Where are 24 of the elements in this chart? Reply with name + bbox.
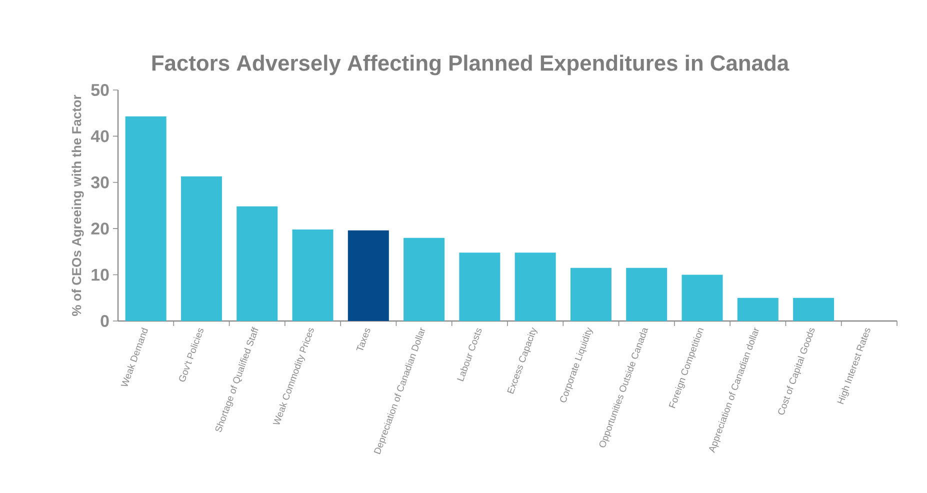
bar xyxy=(793,298,834,321)
bar xyxy=(626,268,668,321)
x-tick-label: Taxes xyxy=(356,328,370,350)
bar xyxy=(459,252,500,321)
y-tick-label: 40 xyxy=(90,130,109,142)
x-tick-label: Labour Costs xyxy=(457,328,482,382)
y-tick-label: 20 xyxy=(91,222,109,235)
bar xyxy=(180,176,222,321)
y-axis-title: % of CEOs Agreeing with the Factor xyxy=(72,94,84,316)
bar xyxy=(236,206,278,321)
bar xyxy=(514,252,556,321)
bar xyxy=(682,274,723,321)
bar xyxy=(404,238,445,321)
y-tick-label: 50 xyxy=(91,84,109,96)
y-tick-label: 30 xyxy=(91,176,109,188)
y-tick-label: 0 xyxy=(100,314,109,327)
bar xyxy=(737,298,778,321)
y-tick-label: 10 xyxy=(92,268,109,281)
bar xyxy=(348,230,389,321)
x-tick-label: Cost of Capital Goods xyxy=(778,328,815,415)
bar xyxy=(125,116,166,321)
bar xyxy=(292,230,334,321)
chart-title: Factors Adversely Affecting Planned Expenditures in Canada xyxy=(152,54,790,76)
bar xyxy=(570,268,612,321)
